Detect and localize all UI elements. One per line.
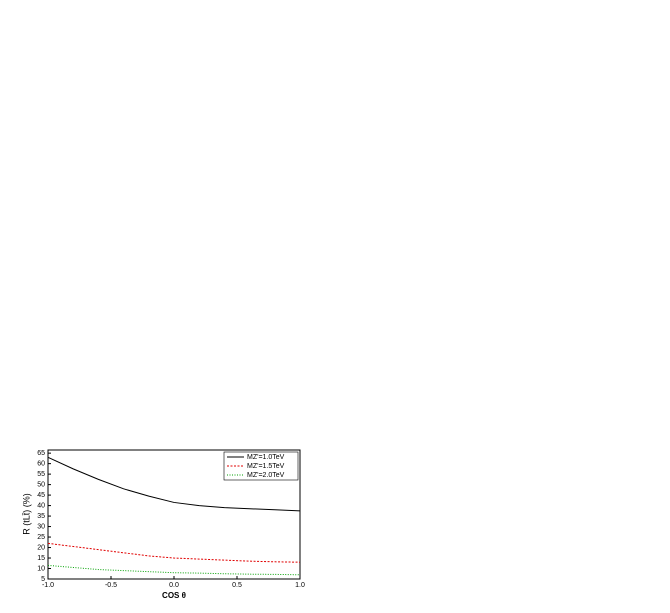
y-tick-label: 15 [37, 555, 45, 562]
y-tick-label: 55 [37, 471, 45, 478]
y-tick-label: 25 [37, 534, 45, 541]
y-tick-label: 40 [37, 502, 45, 509]
x-tick-label: 0.5 [232, 582, 242, 589]
y-tick-label: 10 [37, 565, 45, 572]
y-tick-label: 65 [37, 450, 45, 457]
x-tick-label: -0.5 [105, 582, 117, 589]
y-tick-label: 45 [37, 492, 45, 499]
y-tick-label: 20 [37, 544, 45, 551]
x-tick-label: -1.0 [42, 582, 54, 589]
legend-label: MZ'=1.5TeV [247, 463, 285, 470]
y-tick-label: 35 [37, 513, 45, 520]
y-tick-label: 5 [41, 576, 45, 583]
y-tick-label: 30 [37, 523, 45, 530]
y-tick-label: 60 [37, 460, 45, 467]
y-axis-label: R (tLt̄) (%) [21, 493, 31, 535]
y-tick-label: 50 [37, 481, 45, 488]
series-line [47, 564, 301, 576]
x-tick-label: 1.0 [295, 582, 305, 589]
series-line [47, 456, 301, 512]
series-line [47, 542, 301, 563]
x-axis-label: COS θ [162, 591, 186, 600]
x-tick-label: 0.0 [169, 582, 179, 589]
legend-label: MZ'=1.0TeV [247, 454, 285, 461]
legend-label: MZ'=2.0TeV [247, 472, 285, 479]
